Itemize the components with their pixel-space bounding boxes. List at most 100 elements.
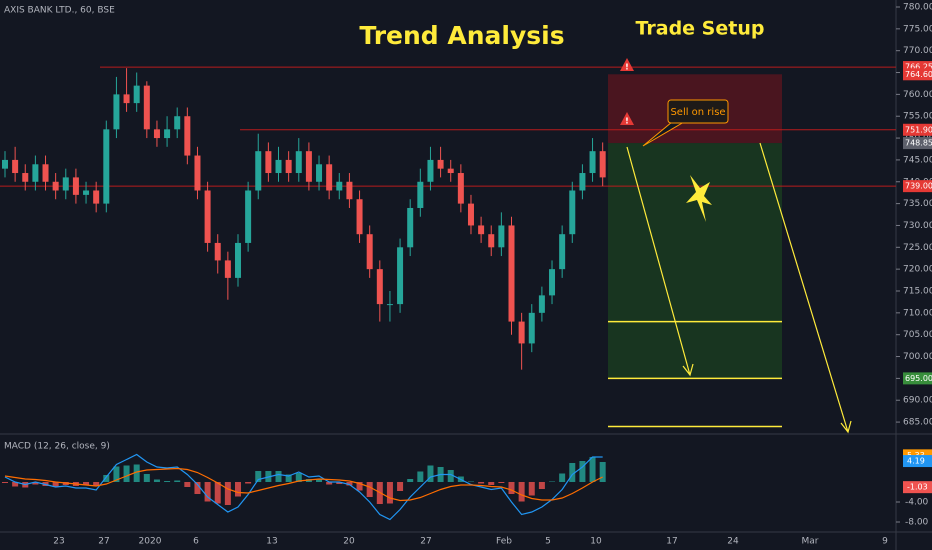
- value-label: -1.03: [907, 483, 928, 492]
- x-tick-label: 27: [420, 537, 431, 547]
- histogram-bar: [83, 482, 90, 485]
- x-tick-label: 10: [590, 537, 602, 547]
- candle-body: [518, 321, 525, 344]
- candle-body: [265, 151, 272, 174]
- price-label-box: [903, 123, 932, 136]
- histogram-bar: [153, 479, 160, 482]
- candle-body: [366, 234, 373, 270]
- symbol-title: AXIS BANK LTD., 60, BSE: [4, 6, 115, 16]
- heading: Trend Analysis: [359, 21, 564, 50]
- candle-body: [569, 190, 576, 235]
- trade-zone: [608, 143, 782, 379]
- price-label: 764.60: [905, 70, 932, 79]
- histogram-bar: [143, 474, 150, 482]
- price-label: 748.85: [905, 139, 932, 148]
- x-tick-label: 2020: [139, 537, 162, 547]
- x-tick-label: 17: [666, 537, 677, 547]
- x-tick-label: 23: [53, 537, 64, 547]
- x-tick-label: 13: [266, 537, 277, 547]
- histogram-bar: [417, 471, 424, 482]
- x-tick-label: 5: [545, 537, 551, 547]
- candle-body: [234, 242, 241, 278]
- candle-body: [528, 312, 535, 344]
- candle-body: [275, 159, 282, 174]
- candle-body: [478, 225, 485, 235]
- histogram-bar: [508, 482, 515, 494]
- histogram-bar: [32, 482, 39, 485]
- price-label: 751.90: [905, 125, 932, 134]
- candle-body: [356, 199, 363, 235]
- y-tick-label: 710.00: [903, 308, 932, 318]
- histogram-bar: [447, 470, 454, 482]
- histogram-bar: [275, 471, 282, 482]
- histogram-bar: [386, 482, 393, 504]
- callout-pointer: [642, 121, 685, 147]
- histogram-bar: [214, 482, 221, 504]
- histogram-bar: [559, 473, 566, 482]
- setup-heading: Trade Setup: [636, 18, 765, 40]
- candle-body: [174, 116, 181, 130]
- callout-box: [667, 99, 729, 124]
- callout-text: Sell on rise: [670, 107, 725, 118]
- candle-body: [336, 181, 343, 191]
- candle-body: [255, 151, 262, 191]
- histogram-bar: [336, 482, 343, 484]
- alert-mark: !: [625, 117, 629, 126]
- candle-body: [2, 159, 8, 169]
- candle-body: [599, 151, 606, 178]
- candle-body: [153, 129, 160, 139]
- y-tick-label: 690.00: [903, 396, 932, 406]
- histogram-bar: [589, 457, 596, 482]
- histogram-bar: [285, 474, 292, 482]
- alert-icon: [620, 58, 634, 71]
- candle-body: [194, 155, 201, 191]
- candle-body: [42, 164, 49, 182]
- price-label-box: [903, 180, 932, 193]
- y-tick-label: -8.00: [905, 518, 929, 528]
- candle-body: [143, 85, 150, 130]
- candle-body: [305, 151, 312, 182]
- x-tick-label: Feb: [496, 537, 512, 547]
- alert-icon: [620, 112, 634, 125]
- price-label: 695.00: [905, 374, 932, 383]
- histogram-bar: [366, 482, 373, 497]
- candle-body: [295, 151, 302, 174]
- candle-body: [326, 164, 333, 191]
- candle-body: [467, 203, 474, 226]
- y-tick-label: 685.00: [903, 418, 932, 428]
- histogram-bar: [2, 482, 8, 483]
- y-tick-label: 715.00: [903, 286, 932, 296]
- x-tick-label: 27: [98, 537, 109, 547]
- candle-body: [214, 242, 221, 261]
- candle-body: [397, 247, 404, 305]
- price-label-box: [903, 68, 932, 81]
- candle-body: [103, 129, 110, 204]
- histogram-bar: [295, 473, 302, 482]
- candle-body: [376, 269, 383, 305]
- y-tick-label: -4.00: [905, 498, 929, 508]
- y-tick-label: 780.00: [903, 2, 932, 12]
- y-tick-label: 760.00: [903, 90, 932, 100]
- arrow: [759, 142, 852, 434]
- candle-body: [538, 295, 545, 313]
- y-tick-label: 745.00: [903, 155, 932, 165]
- histogram-bar: [93, 482, 100, 486]
- macd-line: [4, 453, 603, 521]
- signal-line: [4, 467, 603, 502]
- candle-body: [427, 159, 434, 182]
- histogram-bar: [174, 480, 181, 482]
- candle-body: [12, 159, 19, 174]
- candle-body: [417, 181, 424, 208]
- histogram-bar: [12, 482, 19, 487]
- y-tick-label: 730.00: [903, 221, 932, 231]
- histogram-bar: [569, 463, 576, 482]
- candle-body: [93, 190, 100, 204]
- candle-body: [204, 190, 211, 243]
- y-tick-label: 705.00: [903, 330, 932, 340]
- price-label: 766.25: [905, 63, 932, 72]
- histogram-bar: [518, 482, 525, 502]
- candle-body: [589, 151, 596, 174]
- histogram-bar: [549, 481, 556, 482]
- histogram-bar: [164, 481, 171, 482]
